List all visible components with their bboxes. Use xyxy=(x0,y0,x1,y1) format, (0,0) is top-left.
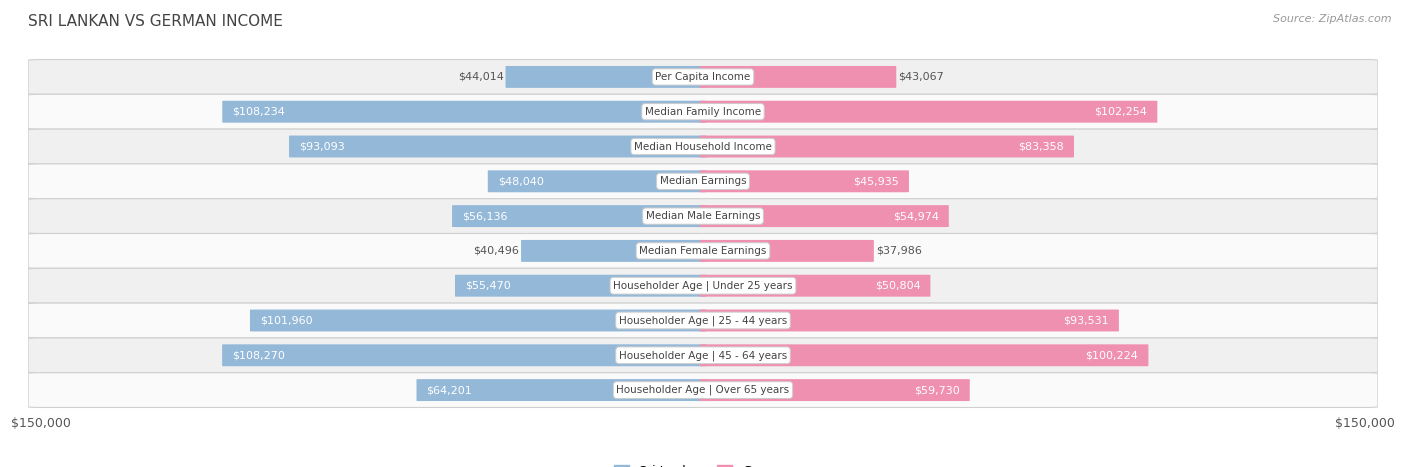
Text: $64,201: $64,201 xyxy=(426,385,472,395)
FancyBboxPatch shape xyxy=(700,66,896,88)
FancyBboxPatch shape xyxy=(700,101,1157,123)
Text: Source: ZipAtlas.com: Source: ZipAtlas.com xyxy=(1274,14,1392,24)
FancyBboxPatch shape xyxy=(28,59,1378,94)
FancyBboxPatch shape xyxy=(488,170,706,192)
FancyBboxPatch shape xyxy=(700,275,931,297)
Text: Median Family Income: Median Family Income xyxy=(645,107,761,117)
Text: $108,234: $108,234 xyxy=(232,107,285,117)
Text: Median Male Earnings: Median Male Earnings xyxy=(645,211,761,221)
FancyBboxPatch shape xyxy=(28,198,1378,234)
Text: Median Earnings: Median Earnings xyxy=(659,177,747,186)
Text: $102,254: $102,254 xyxy=(1094,107,1147,117)
Text: $45,935: $45,935 xyxy=(853,177,898,186)
Text: $83,358: $83,358 xyxy=(1018,142,1064,151)
FancyBboxPatch shape xyxy=(700,205,949,227)
Text: Median Household Income: Median Household Income xyxy=(634,142,772,151)
Text: $59,730: $59,730 xyxy=(914,385,960,395)
FancyBboxPatch shape xyxy=(506,66,706,88)
Text: $40,496: $40,496 xyxy=(474,246,519,256)
Text: Householder Age | 25 - 44 years: Householder Age | 25 - 44 years xyxy=(619,315,787,326)
FancyBboxPatch shape xyxy=(222,344,706,366)
FancyBboxPatch shape xyxy=(700,344,1149,366)
Text: $44,014: $44,014 xyxy=(458,72,503,82)
FancyBboxPatch shape xyxy=(28,303,1378,338)
FancyBboxPatch shape xyxy=(28,164,1378,198)
Text: $93,531: $93,531 xyxy=(1063,316,1109,325)
FancyBboxPatch shape xyxy=(290,135,706,157)
FancyBboxPatch shape xyxy=(28,129,1378,164)
Text: $54,974: $54,974 xyxy=(893,211,939,221)
FancyBboxPatch shape xyxy=(28,373,1378,408)
FancyBboxPatch shape xyxy=(222,101,706,123)
FancyBboxPatch shape xyxy=(456,275,706,297)
Text: Householder Age | 45 - 64 years: Householder Age | 45 - 64 years xyxy=(619,350,787,361)
Text: $50,804: $50,804 xyxy=(875,281,921,290)
FancyBboxPatch shape xyxy=(700,310,1119,332)
FancyBboxPatch shape xyxy=(700,240,875,262)
Text: $108,270: $108,270 xyxy=(232,350,285,360)
FancyBboxPatch shape xyxy=(250,310,706,332)
Legend: Sri Lankan, German: Sri Lankan, German xyxy=(609,460,797,467)
FancyBboxPatch shape xyxy=(522,240,706,262)
Text: $43,067: $43,067 xyxy=(898,72,943,82)
Text: $93,093: $93,093 xyxy=(299,142,344,151)
FancyBboxPatch shape xyxy=(416,379,706,401)
FancyBboxPatch shape xyxy=(28,338,1378,373)
FancyBboxPatch shape xyxy=(28,94,1378,129)
Text: $37,986: $37,986 xyxy=(876,246,922,256)
Text: $101,960: $101,960 xyxy=(260,316,312,325)
Text: $55,470: $55,470 xyxy=(465,281,510,290)
FancyBboxPatch shape xyxy=(453,205,706,227)
Text: SRI LANKAN VS GERMAN INCOME: SRI LANKAN VS GERMAN INCOME xyxy=(28,14,283,29)
FancyBboxPatch shape xyxy=(28,269,1378,303)
Text: Householder Age | Under 25 years: Householder Age | Under 25 years xyxy=(613,281,793,291)
Text: $100,224: $100,224 xyxy=(1085,350,1139,360)
FancyBboxPatch shape xyxy=(28,234,1378,269)
Text: $48,040: $48,040 xyxy=(498,177,544,186)
Text: Per Capita Income: Per Capita Income xyxy=(655,72,751,82)
Text: Householder Age | Over 65 years: Householder Age | Over 65 years xyxy=(616,385,790,396)
FancyBboxPatch shape xyxy=(700,135,1074,157)
Text: Median Female Earnings: Median Female Earnings xyxy=(640,246,766,256)
FancyBboxPatch shape xyxy=(700,379,970,401)
FancyBboxPatch shape xyxy=(700,170,908,192)
Text: $56,136: $56,136 xyxy=(463,211,508,221)
